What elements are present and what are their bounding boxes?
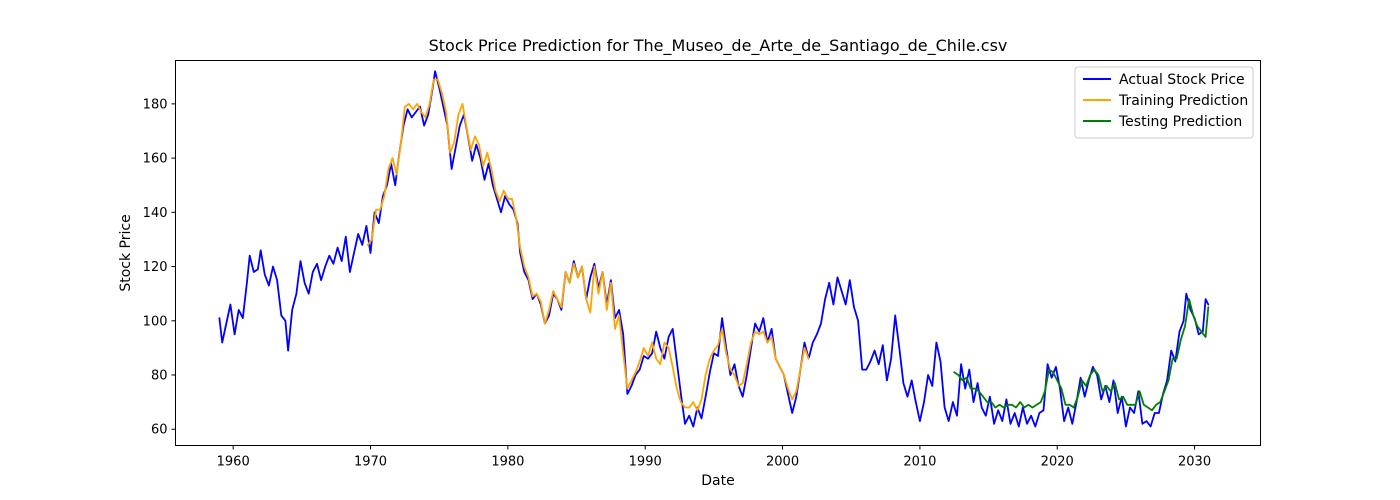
x-tick-label: 1980: [491, 455, 524, 470]
y-tick-label: 140: [143, 206, 168, 221]
y-tick-label: 120: [143, 260, 168, 275]
series-line-actual-stock-price: [218, 70, 1210, 428]
x-tick-label: 2000: [766, 455, 799, 470]
x-axis: 1960 1970 1980 1990 2000 2010 2020 2030: [217, 445, 1211, 470]
plot-frame: [175, 60, 1261, 446]
y-tick-label: 180: [143, 97, 168, 112]
plot-area: [218, 70, 1210, 428]
x-axis-label: Date: [701, 473, 734, 489]
chart-title: Stock Price Prediction for The_Museo_de_…: [429, 36, 1008, 56]
y-axis-label: Stock Price: [118, 214, 134, 291]
y-tick-label: 100: [143, 314, 168, 329]
series-line-training-prediction: [366, 78, 810, 412]
legend: Actual Stock Price Training Prediction Tes…: [1074, 66, 1254, 139]
legend-label: Actual Stock Price: [1119, 72, 1245, 88]
x-tick-label: 1990: [629, 455, 662, 470]
y-axis: 60 80 100 120 140 160 180: [143, 97, 176, 438]
y-tick-label: 60: [151, 423, 168, 438]
y-tick-label: 80: [151, 369, 168, 384]
x-tick-label: 2010: [903, 455, 936, 470]
x-tick-label: 1960: [217, 455, 250, 470]
x-tick-label: 1970: [354, 455, 387, 470]
legend-box: [1074, 66, 1254, 139]
legend-label: Training Prediction: [1118, 93, 1248, 109]
x-tick-label: 2020: [1041, 455, 1074, 470]
legend-label: Testing Prediction: [1118, 114, 1242, 130]
x-tick-label: 2030: [1178, 455, 1211, 470]
series-line-testing-prediction: [953, 298, 1210, 412]
y-tick-label: 160: [143, 152, 168, 167]
